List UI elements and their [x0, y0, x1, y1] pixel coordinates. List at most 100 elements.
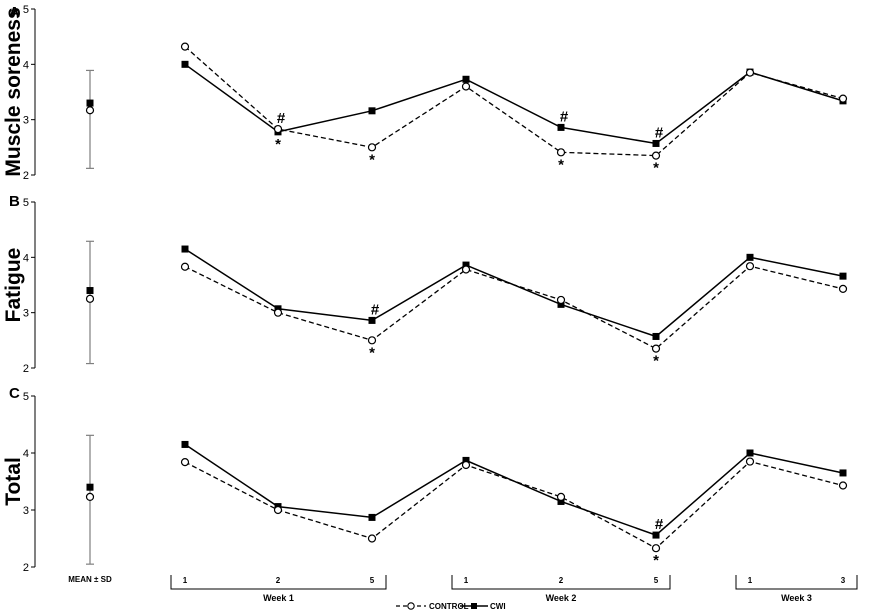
cwi-point — [652, 139, 660, 147]
x-tick-label: 1 — [183, 576, 188, 585]
y-tick-label: 3 — [23, 115, 29, 127]
legend-cwi-label: CWI — [490, 602, 506, 611]
control-point — [651, 344, 661, 353]
control-mean-marker — [85, 492, 95, 501]
panel-letter: B — [9, 193, 20, 210]
significance-star: * — [653, 353, 659, 370]
cwi-point — [181, 245, 189, 253]
week-bracket — [451, 575, 671, 590]
y-axis-label: Muscle soreness — [2, 7, 25, 176]
legend-cwi-marker — [471, 603, 477, 609]
cwi-point — [368, 107, 376, 115]
y-tick-label: 2 — [23, 170, 29, 182]
control-point — [838, 481, 848, 490]
cwi-point — [652, 531, 660, 539]
cwi-point — [746, 449, 754, 457]
y-tick-label: 2 — [23, 363, 29, 375]
significance-hash: # — [371, 301, 380, 318]
cwi-point — [181, 60, 189, 68]
control-point — [556, 148, 566, 157]
y-tick-label: 4 — [23, 252, 29, 264]
x-tick-label: 5 — [654, 576, 659, 585]
significance-hash: # — [655, 516, 664, 533]
significance-hash: # — [277, 110, 286, 127]
panel-b: B 2 3 4 5 Fatigue # * * — [2, 193, 848, 375]
significance-star: * — [653, 552, 659, 569]
cwi-mean-marker — [86, 99, 94, 107]
y-tick-label: 3 — [23, 505, 29, 517]
legend: CONTROL CWI — [396, 602, 506, 611]
control-point — [273, 124, 283, 134]
significance-hash: # — [655, 124, 664, 141]
control-point — [367, 534, 377, 543]
y-axis-label: Fatigue — [2, 248, 25, 323]
control-point — [273, 505, 283, 515]
control-point — [180, 42, 190, 51]
x-tick-label: 3 — [841, 576, 846, 585]
control-point — [745, 457, 755, 466]
significance-star: * — [369, 151, 375, 168]
y-tick-label: 3 — [23, 308, 29, 320]
cwi-point — [839, 272, 847, 280]
y-axis-label: Total — [2, 457, 25, 506]
control-series-line — [184, 460, 844, 549]
significance-star: * — [558, 156, 564, 173]
control-point — [180, 458, 190, 467]
y-tick-label: 5 — [23, 391, 29, 403]
y-tick-label: 5 — [23, 4, 29, 16]
legend-control-label: CONTROL — [429, 602, 469, 611]
cwi-point — [462, 456, 470, 464]
x-tick-label: 5 — [370, 576, 375, 585]
cwi-point — [652, 332, 660, 340]
significance-hash: # — [560, 108, 569, 125]
week-label: Week 3 — [781, 593, 812, 603]
y-tick-label: 4 — [23, 59, 29, 71]
control-point — [745, 68, 755, 77]
cwi-point — [462, 75, 470, 83]
mean-sd-label: MEAN ± SD — [68, 575, 112, 584]
control-point — [651, 151, 661, 160]
cwi-series-line — [184, 63, 844, 145]
cwi-point — [462, 261, 470, 269]
y-tick-label: 4 — [23, 448, 29, 460]
x-tick-label: 1 — [748, 576, 753, 585]
control-point — [651, 544, 661, 553]
cwi-point — [839, 469, 847, 477]
control-series-line — [184, 46, 844, 157]
y-tick-label: 2 — [23, 562, 29, 574]
panel-letter: A — [9, 4, 20, 21]
cwi-mean-marker — [86, 483, 94, 491]
cwi-series-line — [184, 443, 844, 536]
week-label: Week 1 — [263, 593, 294, 603]
control-point — [461, 460, 471, 470]
control-point — [556, 492, 566, 501]
control-point — [556, 295, 566, 305]
control-series-line — [184, 265, 844, 350]
week-bracket — [735, 575, 858, 590]
control-point — [461, 82, 471, 91]
control-mean-marker — [85, 294, 95, 303]
panel-c: C 2 3 4 5 Total # * — [2, 385, 848, 574]
week-label: Week 2 — [546, 593, 577, 603]
significance-star: * — [275, 136, 281, 153]
panel-letter: C — [9, 385, 20, 402]
cwi-mean-marker — [86, 287, 94, 295]
control-point — [273, 308, 283, 317]
legend-control-marker — [407, 602, 415, 610]
y-tick-label: 5 — [23, 197, 29, 209]
x-tick-label: 2 — [276, 576, 281, 585]
control-point — [367, 336, 377, 345]
cwi-point — [181, 440, 189, 448]
significance-star: * — [653, 160, 659, 177]
control-mean-marker — [85, 106, 95, 115]
cwi-point — [557, 497, 565, 505]
x-tick-label: 2 — [559, 576, 564, 585]
control-point — [838, 94, 848, 103]
x-tick-label: 1 — [464, 576, 469, 585]
significance-star: * — [369, 344, 375, 361]
cwi-point — [746, 253, 754, 261]
control-point — [461, 265, 471, 274]
cwi-point — [557, 300, 565, 308]
